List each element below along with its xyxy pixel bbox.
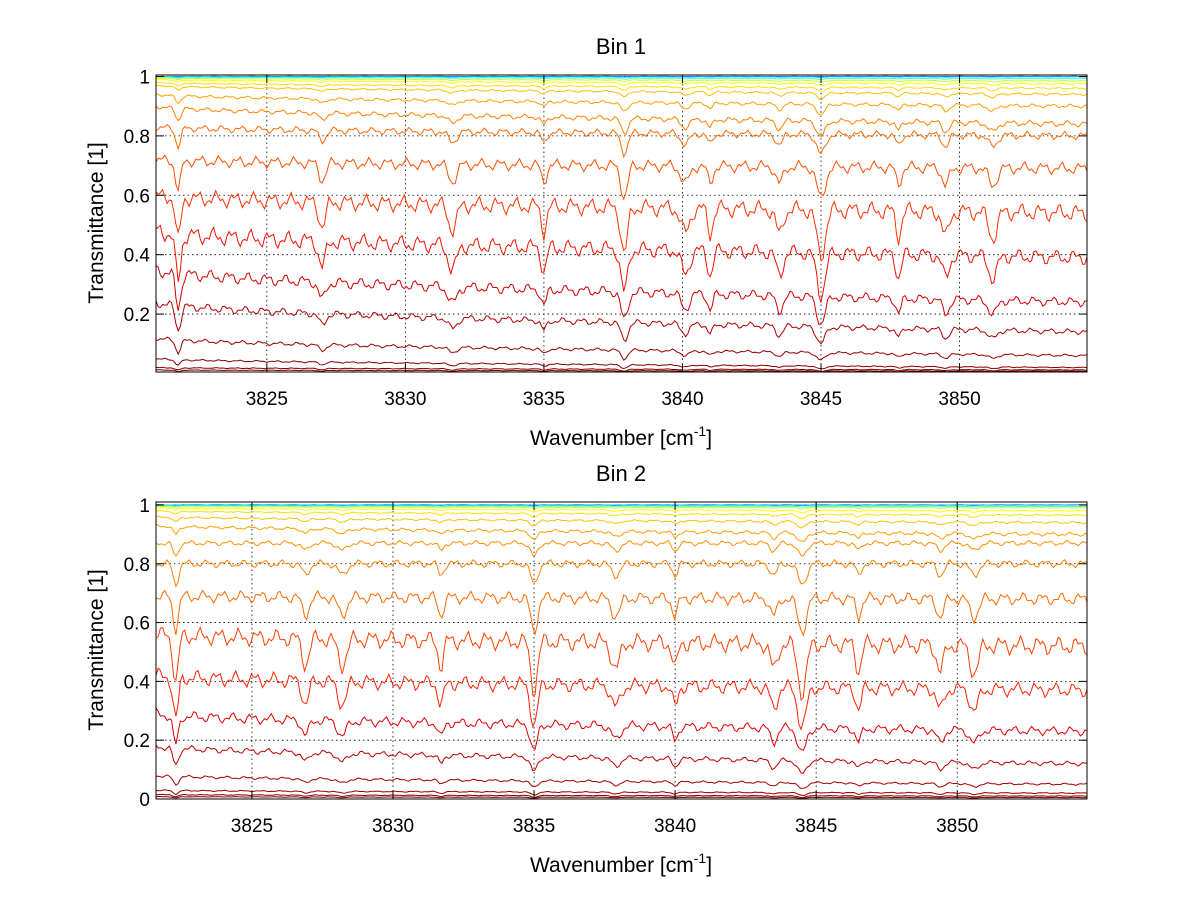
x-tick-label: 3840 [654, 816, 696, 837]
y-axis-label: Transmittance [1] [85, 142, 108, 303]
series-line [155, 774, 1088, 789]
x-tick-label: 3850 [938, 389, 980, 410]
y-tick-label: 0 [139, 790, 150, 811]
x-tick-label: 3850 [936, 816, 978, 837]
series-line [155, 123, 1088, 159]
series-line [155, 505, 1087, 510]
series-group [155, 75, 1088, 373]
series-line [155, 336, 1088, 361]
series-line [155, 188, 1088, 262]
series-line [155, 366, 1088, 372]
x-tick-label: 3825 [231, 816, 273, 837]
series-line [155, 707, 1088, 751]
x-axis-label: Wavenumber [cm-1] [530, 423, 712, 450]
y-tick-label: 0.4 [124, 672, 151, 693]
x-axis-label: Wavenumber [cm-1] [530, 850, 712, 877]
series-line [155, 504, 1088, 508]
series-line [155, 265, 1088, 325]
series-line [156, 77, 1088, 83]
series-line [155, 589, 1088, 637]
series-line [156, 504, 1087, 506]
series-line [155, 93, 1088, 115]
series-line [155, 507, 1088, 514]
ticks: 3825 3830 3835 3840 3845 3850 0 0.2 0.4 0.6 0.8 1 [124, 496, 1087, 837]
series-line [155, 224, 1088, 303]
chart-bin-2: Bin 2 3825 3830 3835 3840 3845 3850 0 0.2 0.4 0.6… [85, 461, 1088, 877]
series-line [155, 789, 1088, 797]
series-group [155, 504, 1088, 800]
x-tick-label: 3830 [372, 816, 414, 837]
series-line [155, 105, 1088, 138]
chart-title: Bin 1 [596, 34, 646, 59]
axes-box [155, 74, 1088, 373]
y-tick-label: 0.2 [124, 731, 150, 752]
series-line [155, 744, 1088, 774]
y-tick-label: 0.8 [124, 555, 150, 576]
series-line [155, 76, 1087, 80]
series-line [155, 515, 1088, 529]
series-line [155, 510, 1088, 520]
chart-title: Bin 2 [596, 461, 646, 486]
y-tick-label: 0.2 [124, 305, 150, 326]
x-tick-label: 3835 [513, 816, 555, 837]
axes-box [155, 501, 1088, 800]
x-tick-label: 3845 [800, 389, 842, 410]
series-line [155, 558, 1088, 588]
ticks: 3825 3830 3835 3840 3845 3850 0.2 0.4 0.6 0.8 1 [124, 67, 1087, 410]
series-line [155, 626, 1088, 701]
series-line [155, 357, 1088, 370]
y-axis-label: Transmittance [1] [85, 569, 108, 730]
y-tick-label: 0.6 [124, 186, 150, 207]
y-tick-label: 0.8 [124, 127, 150, 148]
x-tick-label: 3845 [795, 816, 837, 837]
y-tick-label: 0.4 [124, 246, 151, 267]
series-line [156, 75, 1087, 78]
y-tick-label: 0.6 [124, 614, 150, 635]
series-line [155, 81, 1088, 93]
y-tick-label: 1 [139, 67, 150, 88]
grid [156, 75, 1087, 372]
y-tick-label: 1 [139, 496, 150, 517]
x-tick-label: 3825 [246, 389, 288, 410]
series-line [156, 793, 1088, 799]
x-tick-label: 3840 [661, 389, 703, 410]
series-line [156, 79, 1088, 87]
series-line [155, 300, 1088, 345]
series-line [155, 539, 1088, 557]
series-line [155, 154, 1088, 201]
series-line [155, 523, 1088, 543]
series-line [155, 796, 1088, 800]
series-line [155, 84, 1088, 101]
x-tick-label: 3830 [384, 389, 426, 410]
series-line [155, 667, 1088, 731]
x-tick-label: 3835 [523, 389, 565, 410]
chart-bin-1: Bin 1 3825 3830 3835 3840 3845 3850 0.2 0.4 0.6 0… [85, 34, 1088, 450]
